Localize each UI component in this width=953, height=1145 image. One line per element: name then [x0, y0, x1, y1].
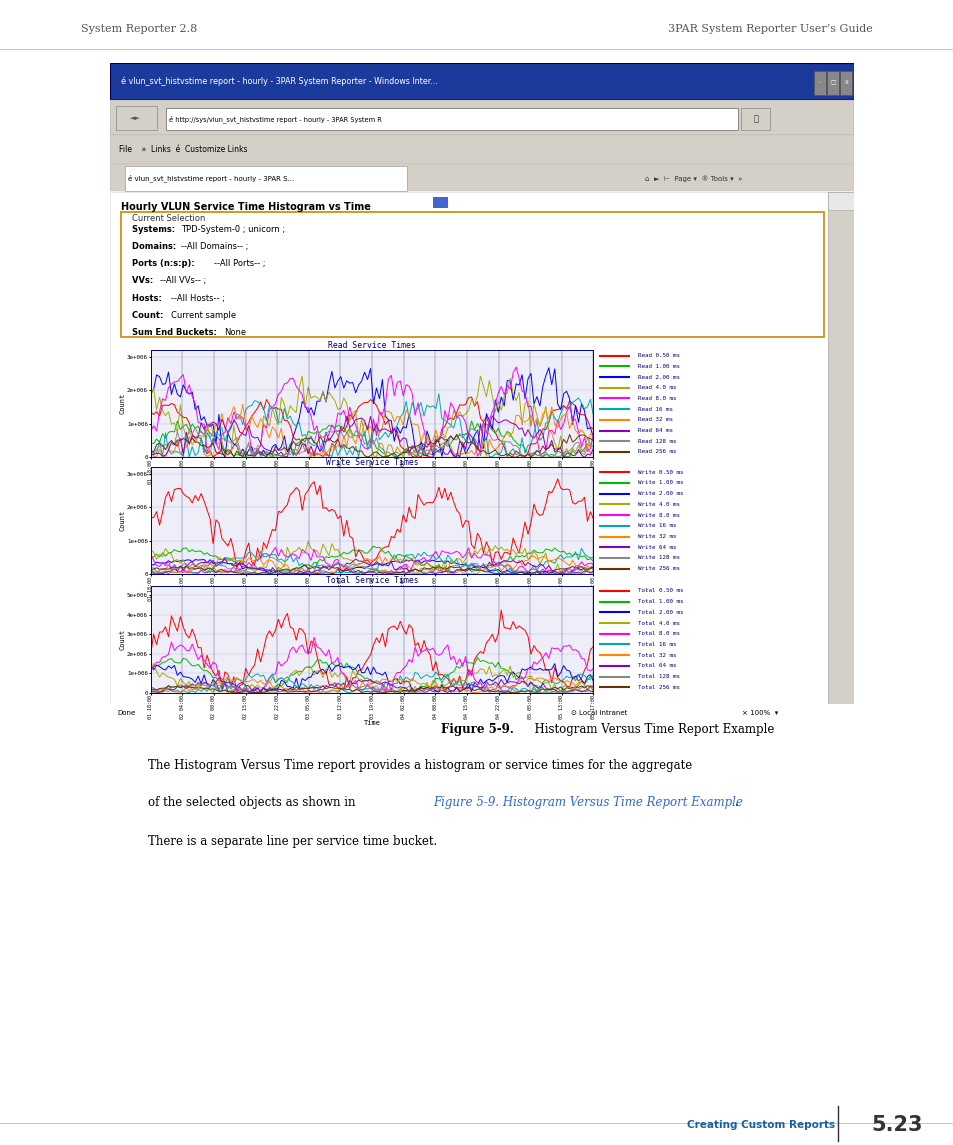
Text: --All VVs-- ;: --All VVs-- ; [160, 276, 206, 285]
Text: Read 32 ms: Read 32 ms [638, 417, 673, 423]
Bar [110, 164, 853, 191]
Text: ⊙ Local Intranet: ⊙ Local Intranet [571, 710, 627, 716]
Text: Total 2.00 ms: Total 2.00 ms [638, 610, 683, 615]
Text: Read 0.50 ms: Read 0.50 ms [638, 353, 679, 358]
Text: .: . [735, 796, 739, 810]
Text: Read 4.0 ms: Read 4.0 ms [638, 385, 676, 390]
Text: Total 1.00 ms: Total 1.00 ms [638, 599, 683, 605]
Text: Write 1.00 ms: Write 1.00 ms [638, 481, 683, 485]
Text: é http://sys/vlun_svt_histvstime report - hourly - 3PAR System R: é http://sys/vlun_svt_histvstime report … [169, 114, 382, 123]
Text: ⌕: ⌕ [752, 114, 758, 124]
Bar [110, 705, 853, 720]
Text: Total 0.50 ms: Total 0.50 ms [638, 589, 683, 593]
Text: 5.23: 5.23 [870, 1115, 922, 1136]
Text: Total 32 ms: Total 32 ms [638, 653, 676, 657]
Y-axis label: Count: Count [119, 629, 126, 649]
Bar [813, 71, 824, 95]
Text: Read 2.00 ms: Read 2.00 ms [638, 374, 679, 379]
Bar [433, 197, 446, 207]
Text: Write 32 ms: Write 32 ms [638, 534, 676, 539]
Text: The Histogram Versus Time report provides a histogram or service times for the a: The Histogram Versus Time report provide… [148, 759, 691, 772]
Text: Write 256 ms: Write 256 ms [638, 566, 679, 571]
Bar [121, 212, 823, 338]
Title: Write Service Times: Write Service Times [325, 458, 417, 467]
Text: Write 4.0 ms: Write 4.0 ms [638, 502, 679, 507]
Text: 3PAR System Reporter User’s Guide: 3PAR System Reporter User’s Guide [667, 24, 872, 33]
Text: Read 1.00 ms: Read 1.00 ms [638, 364, 679, 369]
Text: Hourly VLUN Service Time Histogram vs Time: Hourly VLUN Service Time Histogram vs Ti… [121, 203, 371, 212]
Text: Current sample: Current sample [171, 311, 235, 321]
Text: Hosts:: Hosts: [132, 294, 168, 302]
Text: Domains:: Domains: [132, 242, 182, 251]
Text: None: None [224, 329, 246, 338]
Text: Write 8.0 ms: Write 8.0 ms [638, 513, 679, 518]
Bar [110, 135, 853, 164]
Text: ⨯ 100%  ▾: ⨯ 100% ▾ [741, 710, 778, 716]
X-axis label: Time: Time [363, 601, 380, 608]
Text: Creating Custom Reports: Creating Custom Reports [686, 1121, 834, 1130]
Y-axis label: Count: Count [119, 393, 126, 414]
Text: Current Selection: Current Selection [132, 214, 205, 223]
Text: Read 128 ms: Read 128 ms [638, 439, 676, 444]
Bar [110, 192, 827, 704]
Text: TPD-System-0 ; unicorn ;: TPD-System-0 ; unicorn ; [181, 224, 285, 234]
Text: Count:: Count: [132, 311, 169, 321]
Text: é vlun_svt_histvstime report - hourly - 3PAR System Reporter - Windows Inter...: é vlun_svt_histvstime report - hourly - … [121, 77, 437, 86]
Text: There is a separate line per service time bucket.: There is a separate line per service tim… [148, 835, 436, 848]
Text: --All Ports-- ;: --All Ports-- ; [213, 259, 265, 268]
X-axis label: Time: Time [363, 484, 380, 491]
Text: -: - [818, 80, 820, 86]
Bar [840, 71, 851, 95]
Text: Write 64 ms: Write 64 ms [638, 545, 676, 550]
Text: System Reporter 2.8: System Reporter 2.8 [81, 24, 197, 33]
Title: Total Service Times: Total Service Times [325, 576, 417, 585]
Text: Sum End Buckets:: Sum End Buckets: [132, 329, 222, 338]
Bar [110, 63, 853, 98]
Text: of the selected objects as shown in: of the selected objects as shown in [148, 796, 358, 810]
Text: VVs:: VVs: [132, 276, 159, 285]
Text: Figure 5-9.: Figure 5-9. [440, 722, 513, 736]
Bar [827, 192, 853, 704]
Bar [826, 71, 838, 95]
Text: Read 8.0 ms: Read 8.0 ms [638, 396, 676, 401]
Text: Read 256 ms: Read 256 ms [638, 450, 676, 455]
Bar [827, 192, 853, 211]
Text: Total 128 ms: Total 128 ms [638, 674, 679, 679]
Text: Done: Done [117, 710, 135, 716]
Bar [125, 166, 407, 191]
Text: Total 4.0 ms: Total 4.0 ms [638, 621, 679, 625]
Text: □: □ [829, 80, 835, 86]
Text: X: X [843, 80, 847, 86]
Text: Write 2.00 ms: Write 2.00 ms [638, 491, 683, 496]
Text: Write 0.50 ms: Write 0.50 ms [638, 469, 683, 475]
Text: Write 128 ms: Write 128 ms [638, 555, 679, 560]
Text: File    »  Links  é  Customize Links: File » Links é Customize Links [118, 145, 247, 155]
Text: ⌂  ►  ⊢  Page ▾  ® Tools ▾  »: ⌂ ► ⊢ Page ▾ ® Tools ▾ » [645, 175, 742, 182]
Text: Read 64 ms: Read 64 ms [638, 428, 673, 433]
Bar [110, 100, 853, 135]
X-axis label: Time: Time [363, 720, 380, 726]
Text: ◄►: ◄► [131, 116, 141, 121]
Bar [740, 108, 770, 129]
Text: Write 16 ms: Write 16 ms [638, 523, 676, 528]
Text: Systems:: Systems: [132, 224, 181, 234]
Text: Ports (n:s:p):: Ports (n:s:p): [132, 259, 200, 268]
Text: Total 16 ms: Total 16 ms [638, 642, 676, 647]
Text: Figure 5-9. Histogram Versus Time Report Example: Figure 5-9. Histogram Versus Time Report… [433, 796, 742, 810]
Text: Total 64 ms: Total 64 ms [638, 663, 676, 669]
Text: Read 16 ms: Read 16 ms [638, 406, 673, 411]
Y-axis label: Count: Count [119, 510, 126, 531]
Text: Histogram Versus Time Report Example: Histogram Versus Time Report Example [526, 722, 773, 736]
Bar [115, 106, 156, 131]
Text: Total 256 ms: Total 256 ms [638, 685, 679, 689]
Bar [166, 108, 738, 129]
Text: é vlun_svt_histvstime report - hourly - 3PAR S...: é vlun_svt_histvstime report - hourly - … [128, 174, 294, 182]
Text: --All Domains-- ;: --All Domains-- ; [181, 242, 249, 251]
Text: Total 8.0 ms: Total 8.0 ms [638, 631, 679, 637]
Text: --All Hosts-- ;: --All Hosts-- ; [171, 294, 224, 302]
Title: Read Service Times: Read Service Times [328, 341, 416, 350]
